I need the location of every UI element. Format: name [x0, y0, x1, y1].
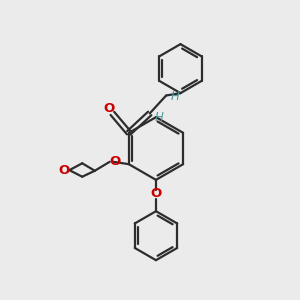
Text: O: O: [109, 155, 120, 168]
Text: O: O: [58, 164, 70, 177]
Text: O: O: [150, 187, 162, 200]
Text: O: O: [103, 101, 114, 115]
Text: H: H: [155, 110, 164, 124]
Text: H: H: [171, 91, 179, 103]
